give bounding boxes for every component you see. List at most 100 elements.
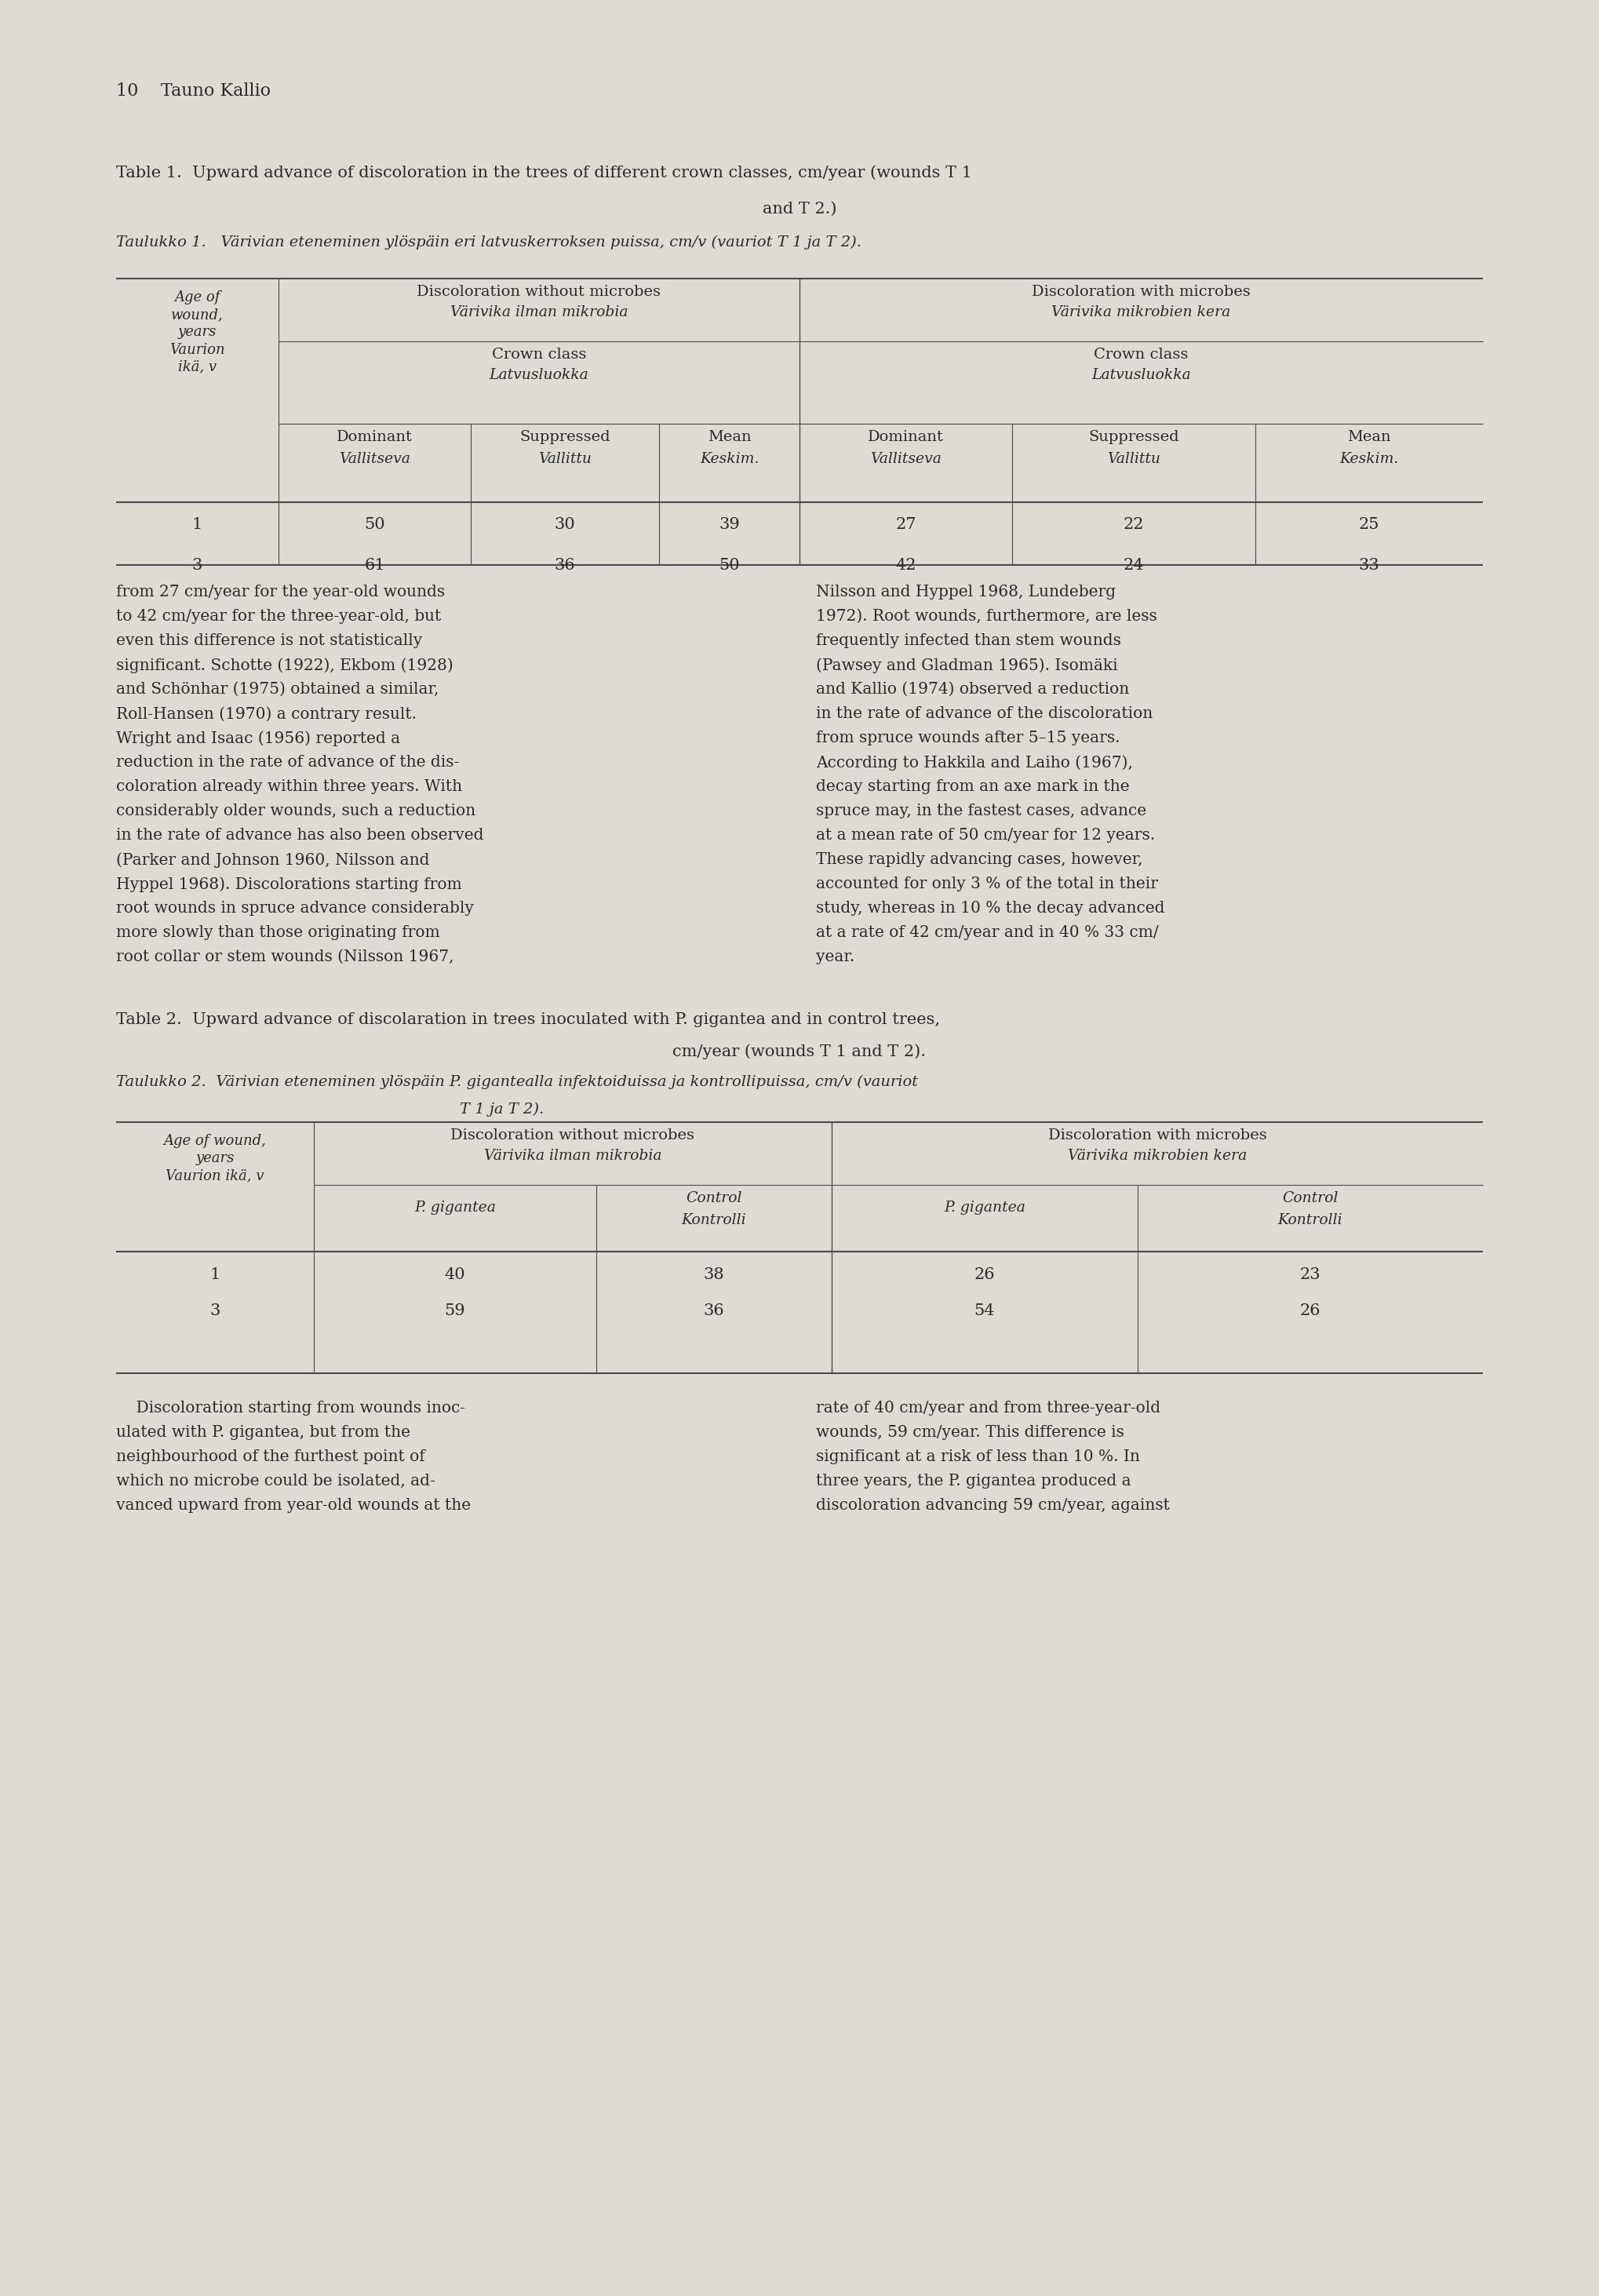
Text: These rapidly advancing cases, however,: These rapidly advancing cases, however, <box>815 852 1143 868</box>
Text: P. gigantea: P. gigantea <box>414 1201 496 1215</box>
Text: Taulukko 1.   Värivian eteneminen ylöspäin eri latvuskerroksen puissa, cm/v (vau: Taulukko 1. Värivian eteneminen ylöspäin… <box>117 236 862 250</box>
Text: 50: 50 <box>720 558 740 572</box>
Text: Keskim.: Keskim. <box>1340 452 1399 466</box>
Text: Kontrolli: Kontrolli <box>1278 1212 1343 1228</box>
Text: Control: Control <box>686 1192 742 1205</box>
Text: Discoloration with microbes: Discoloration with microbes <box>1031 285 1250 298</box>
Text: wounds, 59 cm/year. This difference is: wounds, 59 cm/year. This difference is <box>815 1426 1124 1440</box>
Text: Discoloration without microbes: Discoloration without microbes <box>451 1127 694 1143</box>
Text: coloration already within three years. With: coloration already within three years. W… <box>117 778 462 794</box>
Text: 36: 36 <box>704 1302 724 1318</box>
Text: 26: 26 <box>974 1267 995 1283</box>
Text: 50: 50 <box>365 517 385 533</box>
Text: rate of 40 cm/year and from three-year-old: rate of 40 cm/year and from three-year-o… <box>815 1401 1161 1417</box>
Text: Control: Control <box>1282 1192 1338 1205</box>
Text: and T 2.): and T 2.) <box>763 202 836 216</box>
Text: 59: 59 <box>445 1302 465 1318</box>
Text: According to Hakkila and Laiho (1967),: According to Hakkila and Laiho (1967), <box>815 755 1132 769</box>
Text: even this difference is not statistically: even this difference is not statisticall… <box>117 634 422 647</box>
Text: 42: 42 <box>895 558 916 572</box>
Text: 61: 61 <box>365 558 385 572</box>
Text: Table 2.  Upward advance of discolaration in trees inoculated with P. gigantea a: Table 2. Upward advance of discolaration… <box>117 1013 940 1026</box>
Text: 39: 39 <box>720 517 740 533</box>
Text: Vallittu: Vallittu <box>539 452 592 466</box>
Text: spruce may, in the fastest cases, advance: spruce may, in the fastest cases, advanc… <box>815 804 1146 817</box>
Text: year.: year. <box>815 951 854 964</box>
Text: and Kallio (1974) observed a reduction: and Kallio (1974) observed a reduction <box>815 682 1129 696</box>
Text: Discoloration without microbes: Discoloration without microbes <box>417 285 660 298</box>
Text: Latvusluokka: Latvusluokka <box>489 367 588 381</box>
Text: Crown class: Crown class <box>1094 347 1188 363</box>
Text: discoloration advancing 59 cm/year, against: discoloration advancing 59 cm/year, agai… <box>815 1497 1170 1513</box>
Text: Kontrolli: Kontrolli <box>681 1212 747 1228</box>
Text: to 42 cm/year for the three-year-old, but: to 42 cm/year for the three-year-old, bu… <box>117 608 441 625</box>
Text: Age of wound,
years
Vaurion ikä, v: Age of wound, years Vaurion ikä, v <box>163 1134 267 1182</box>
Text: significant. Schotte (1922), Ekbom (1928): significant. Schotte (1922), Ekbom (1928… <box>117 657 453 673</box>
Text: decay starting from an axe mark in the: decay starting from an axe mark in the <box>815 778 1129 794</box>
Text: 27: 27 <box>895 517 916 533</box>
Text: Age of
wound,
years
Vaurion
ikä, v: Age of wound, years Vaurion ikä, v <box>169 289 225 374</box>
Text: 26: 26 <box>1300 1302 1321 1318</box>
Text: at a mean rate of 50 cm/year for 12 years.: at a mean rate of 50 cm/year for 12 year… <box>815 829 1154 843</box>
Text: Roll-Hansen (1970) a contrary result.: Roll-Hansen (1970) a contrary result. <box>117 707 417 721</box>
Text: root collar or stem wounds (Nilsson 1967,: root collar or stem wounds (Nilsson 1967… <box>117 951 454 964</box>
Text: frequently infected than stem wounds: frequently infected than stem wounds <box>815 634 1121 647</box>
Text: Dominant: Dominant <box>337 429 413 443</box>
Text: 22: 22 <box>1124 517 1145 533</box>
Text: 3: 3 <box>192 558 203 572</box>
Text: three years, the P. gigantea produced a: three years, the P. gigantea produced a <box>815 1474 1130 1488</box>
Text: 54: 54 <box>974 1302 995 1318</box>
Text: Vallitseva: Vallitseva <box>339 452 411 466</box>
Text: 1972). Root wounds, furthermore, are less: 1972). Root wounds, furthermore, are les… <box>815 608 1158 625</box>
Text: cm/year (wounds T 1 and T 2).: cm/year (wounds T 1 and T 2). <box>673 1045 926 1058</box>
Text: 30: 30 <box>555 517 576 533</box>
Text: Suppressed: Suppressed <box>1089 429 1178 443</box>
Text: Värivika ilman mikrobia: Värivika ilman mikrobia <box>451 305 628 319</box>
Text: 1: 1 <box>209 1267 221 1283</box>
Text: Suppressed: Suppressed <box>520 429 611 443</box>
Text: significant at a risk of less than 10 %. In: significant at a risk of less than 10 %.… <box>815 1449 1140 1465</box>
Text: from 27 cm/year for the year-old wounds: from 27 cm/year for the year-old wounds <box>117 585 445 599</box>
Text: Dominant: Dominant <box>868 429 943 443</box>
Text: Nilsson and Hyppel 1968, Lundeberg: Nilsson and Hyppel 1968, Lundeberg <box>815 585 1116 599</box>
Text: root wounds in spruce advance considerably: root wounds in spruce advance considerab… <box>117 900 473 916</box>
Text: Discoloration with microbes: Discoloration with microbes <box>1047 1127 1266 1143</box>
Text: 24: 24 <box>1124 558 1145 572</box>
Text: 33: 33 <box>1359 558 1380 572</box>
Text: Mean: Mean <box>1348 429 1391 443</box>
Text: more slowly than those originating from: more slowly than those originating from <box>117 925 440 939</box>
Text: Keskim.: Keskim. <box>700 452 760 466</box>
Text: Crown class: Crown class <box>492 347 587 363</box>
Text: Mean: Mean <box>707 429 752 443</box>
Text: Vallittu: Vallittu <box>1107 452 1161 466</box>
Text: Discoloration starting from wounds inoc-: Discoloration starting from wounds inoc- <box>117 1401 465 1417</box>
Text: Taulukko 2.  Värivian eteneminen ylöspäin P. gigantealla infektoiduissa ja kontr: Taulukko 2. Värivian eteneminen ylöspäin… <box>117 1075 918 1088</box>
Text: from spruce wounds after 5–15 years.: from spruce wounds after 5–15 years. <box>815 730 1119 746</box>
Text: 40: 40 <box>445 1267 465 1283</box>
Text: 36: 36 <box>555 558 576 572</box>
Text: which no microbe could be isolated, ad-: which no microbe could be isolated, ad- <box>117 1474 435 1488</box>
Text: (Parker and Johnson 1960, Nilsson and: (Parker and Johnson 1960, Nilsson and <box>117 852 430 868</box>
Text: and Schönhar (1975) obtained a similar,: and Schönhar (1975) obtained a similar, <box>117 682 438 696</box>
Text: 1: 1 <box>192 517 203 533</box>
Text: Table 1.  Upward advance of discoloration in the trees of different crown classe: Table 1. Upward advance of discoloration… <box>117 165 972 179</box>
Text: at a rate of 42 cm/year and in 40 % 33 cm/: at a rate of 42 cm/year and in 40 % 33 c… <box>815 925 1159 939</box>
Text: ulated with P. gigantea, but from the: ulated with P. gigantea, but from the <box>117 1426 411 1440</box>
Text: 25: 25 <box>1359 517 1380 533</box>
Text: Hyppel 1968). Discolorations starting from: Hyppel 1968). Discolorations starting fr… <box>117 877 462 891</box>
Text: neighbourhood of the furthest point of: neighbourhood of the furthest point of <box>117 1449 425 1465</box>
Text: (Pawsey and Gladman 1965). Isomäki: (Pawsey and Gladman 1965). Isomäki <box>815 657 1118 673</box>
Text: Latvusluokka: Latvusluokka <box>1092 367 1191 381</box>
Text: in the rate of advance of the discoloration: in the rate of advance of the discolorat… <box>815 707 1153 721</box>
Text: 38: 38 <box>704 1267 724 1283</box>
Text: P. gigantea: P. gigantea <box>943 1201 1025 1215</box>
Text: 23: 23 <box>1300 1267 1321 1283</box>
Text: reduction in the rate of advance of the dis-: reduction in the rate of advance of the … <box>117 755 459 769</box>
Text: T 1 ja T 2).: T 1 ja T 2). <box>461 1102 544 1116</box>
Text: Värivika mikrobien kera: Värivika mikrobien kera <box>1068 1148 1247 1162</box>
Text: vanced upward from year-old wounds at the: vanced upward from year-old wounds at th… <box>117 1497 470 1513</box>
Text: study, whereas in 10 % the decay advanced: study, whereas in 10 % the decay advance… <box>815 900 1164 916</box>
Text: Värivika mikrobien kera: Värivika mikrobien kera <box>1052 305 1231 319</box>
Text: Värivika ilman mikrobia: Värivika ilman mikrobia <box>484 1148 662 1162</box>
Text: accounted for only 3 % of the total in their: accounted for only 3 % of the total in t… <box>815 877 1158 891</box>
